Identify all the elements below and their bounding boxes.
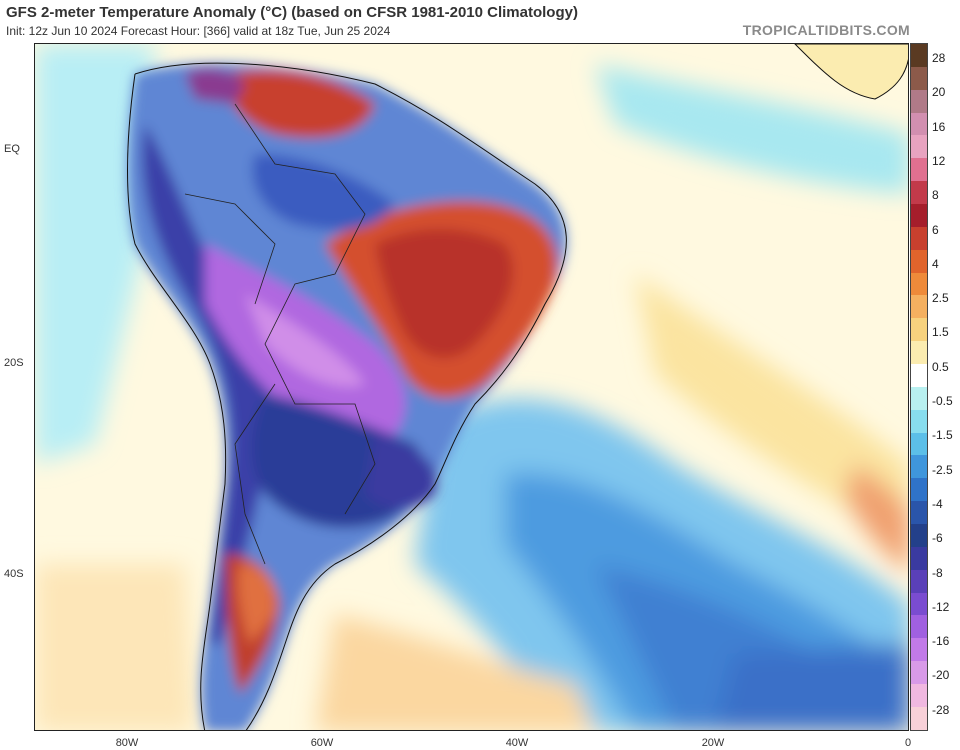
- colorbar-swatch: [911, 44, 927, 67]
- colorbar-label: 28: [932, 51, 946, 65]
- colorbar-label: 20: [932, 85, 946, 100]
- colorbar-swatch: [911, 112, 927, 136]
- colorbar-swatch: [911, 226, 927, 250]
- colorbar-label: -1.5: [932, 428, 953, 443]
- colorbar-swatch: [911, 181, 927, 205]
- colorbar-swatch: [911, 158, 927, 182]
- colorbar-swatch: [911, 432, 927, 456]
- colorbar-swatch: [911, 295, 927, 319]
- credit-watermark: TROPICALTIDBITS.COM: [742, 22, 910, 38]
- colorbar-label: -0.5: [932, 394, 953, 408]
- colorbar-swatch: [911, 706, 927, 730]
- colorbar: [910, 43, 928, 731]
- lon-label-60w: 60W: [310, 737, 334, 749]
- colorbar-swatch: [911, 135, 927, 159]
- colorbar-label: 12: [932, 153, 946, 168]
- colorbar-swatch: [911, 501, 927, 525]
- colorbar-label: 6: [932, 222, 939, 237]
- lon-label-40w: 40W: [505, 737, 529, 749]
- colorbar-label: 1.5: [932, 325, 949, 340]
- colorbar-swatch: [911, 524, 927, 547]
- lon-label-20w: 20W: [701, 737, 725, 749]
- colorbar-label: -12: [932, 599, 950, 614]
- colorbar-swatch: [911, 364, 927, 387]
- map-area: [34, 43, 909, 731]
- colorbar-swatch: [911, 455, 927, 479]
- colorbar-swatch: [911, 204, 927, 227]
- colorbar-swatch: [911, 89, 927, 113]
- colorbar-swatch: [911, 592, 927, 616]
- colorbar-swatch: [911, 546, 927, 570]
- colorbar-swatch: [911, 341, 927, 365]
- colorbar-label: 0.5: [932, 359, 949, 374]
- map-title: GFS 2-meter Temperature Anomaly (°C) (ba…: [6, 4, 578, 21]
- colorbar-label: -28: [932, 702, 950, 717]
- colorbar-label: -2.5: [932, 462, 953, 477]
- colorbar-label: 4: [932, 256, 939, 271]
- colorbar-label: -20: [932, 668, 950, 683]
- colorbar-swatch: [911, 409, 927, 433]
- colorbar-swatch: [911, 318, 927, 342]
- lon-label-0: 0: [904, 737, 912, 749]
- colorbar-swatch: [911, 661, 927, 685]
- map-subtitle: Init: 12z Jun 10 2024 Forecast Hour: [36…: [6, 24, 391, 38]
- lat-label-40s: 40S: [4, 568, 24, 580]
- lat-label-eq: EQ: [4, 143, 20, 155]
- colorbar-label: -16: [932, 634, 950, 649]
- colorbar-label: -4: [932, 496, 943, 511]
- colorbar-label: 16: [932, 119, 946, 134]
- colorbar-swatch: [911, 249, 927, 273]
- colorbar-swatch: [911, 66, 927, 90]
- lat-label-20s: 20S: [4, 357, 24, 369]
- colorbar-label: -6: [932, 531, 943, 546]
- colorbar-label: 2.5: [932, 291, 949, 306]
- colorbar-label: 8: [932, 188, 939, 203]
- colorbar-swatch: [911, 569, 927, 593]
- colorbar-swatch: [911, 684, 927, 707]
- colorbar-swatch: [911, 272, 927, 296]
- colorbar-swatch: [911, 615, 927, 639]
- colorbar-swatch: [911, 386, 927, 410]
- anomaly-map: [35, 44, 908, 730]
- colorbar-swatch: [911, 638, 927, 662]
- colorbar-swatch: [911, 478, 927, 502]
- colorbar-label: -8: [932, 565, 943, 580]
- lon-label-80w: 80W: [115, 737, 139, 749]
